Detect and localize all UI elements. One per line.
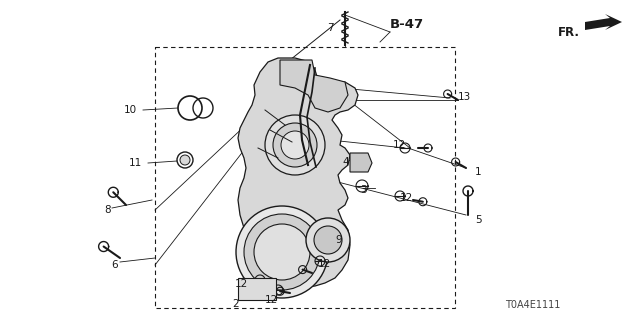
Text: 2: 2 <box>233 299 239 309</box>
Circle shape <box>254 224 310 280</box>
Text: 1: 1 <box>475 167 482 177</box>
Text: 12: 12 <box>235 279 248 289</box>
Text: 7: 7 <box>328 23 334 33</box>
Circle shape <box>236 206 328 298</box>
Polygon shape <box>585 14 622 30</box>
Text: 3: 3 <box>360 185 367 195</box>
Text: 9: 9 <box>335 235 342 245</box>
Text: 12: 12 <box>265 295 278 305</box>
Circle shape <box>306 218 350 262</box>
Text: 8: 8 <box>105 205 111 215</box>
Text: 4: 4 <box>342 157 349 167</box>
Polygon shape <box>280 60 348 112</box>
Text: 11: 11 <box>129 158 142 168</box>
Text: B-47: B-47 <box>390 18 424 30</box>
Text: 10: 10 <box>124 105 137 115</box>
Circle shape <box>273 123 317 167</box>
Circle shape <box>265 115 325 175</box>
Bar <box>238 278 276 300</box>
Text: 12: 12 <box>400 193 413 203</box>
Circle shape <box>244 214 320 290</box>
Polygon shape <box>350 153 372 172</box>
Text: T0A4E1111: T0A4E1111 <box>504 300 560 310</box>
Circle shape <box>281 131 309 159</box>
Text: 12: 12 <box>318 259 332 269</box>
Text: 6: 6 <box>112 260 118 270</box>
Circle shape <box>180 155 190 165</box>
Polygon shape <box>238 58 358 292</box>
Text: FR.: FR. <box>558 26 580 38</box>
Circle shape <box>314 226 342 254</box>
Text: 12: 12 <box>393 140 406 150</box>
Text: 5: 5 <box>475 215 482 225</box>
Text: 13: 13 <box>458 92 471 102</box>
Bar <box>155 47 455 308</box>
